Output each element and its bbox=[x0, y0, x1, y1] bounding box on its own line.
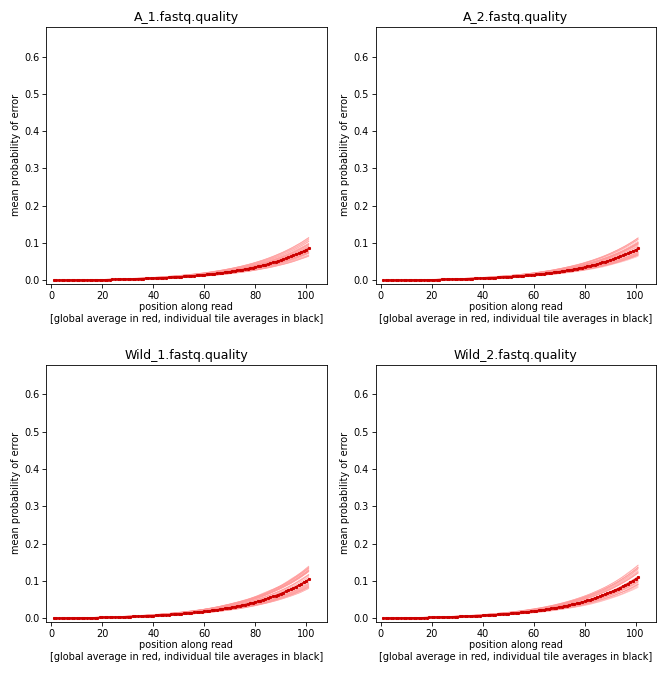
Y-axis label: mean probability of error: mean probability of error bbox=[340, 94, 350, 217]
Y-axis label: mean probability of error: mean probability of error bbox=[340, 432, 350, 555]
Title: Wild_1.fastq.quality: Wild_1.fastq.quality bbox=[125, 349, 248, 362]
Title: A_2.fastq.quality: A_2.fastq.quality bbox=[463, 11, 568, 24]
X-axis label: position along read
[global average in red, individual tile averages in black]: position along read [global average in r… bbox=[50, 640, 323, 662]
Y-axis label: mean probability of error: mean probability of error bbox=[11, 94, 21, 217]
Title: A_1.fastq.quality: A_1.fastq.quality bbox=[134, 11, 239, 24]
X-axis label: position along read
[global average in red, individual tile averages in black]: position along read [global average in r… bbox=[379, 640, 652, 662]
X-axis label: position along read
[global average in red, individual tile averages in black]: position along read [global average in r… bbox=[379, 302, 652, 324]
Title: Wild_2.fastq.quality: Wild_2.fastq.quality bbox=[454, 349, 578, 362]
Y-axis label: mean probability of error: mean probability of error bbox=[11, 432, 21, 555]
X-axis label: position along read
[global average in red, individual tile averages in black]: position along read [global average in r… bbox=[50, 302, 323, 324]
